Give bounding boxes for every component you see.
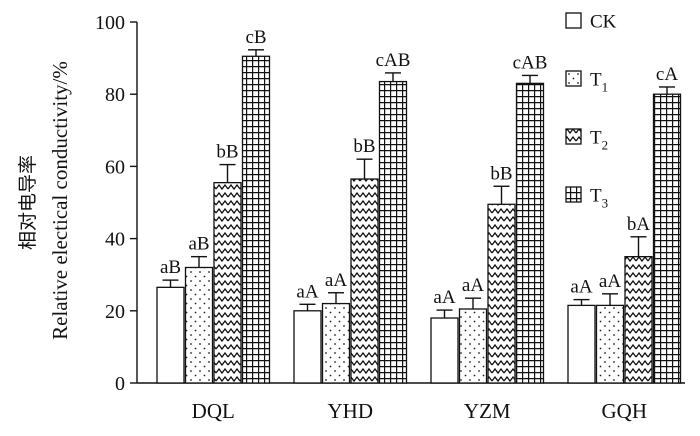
data-label-t2-yhd: bB <box>353 136 375 157</box>
legend-swatch-ck <box>565 12 582 29</box>
bar-t2-gqh <box>624 255 653 384</box>
y-tick-label: 80 <box>105 84 125 106</box>
data-label-t1-yhd: aA <box>325 270 347 291</box>
y-tick-label: 40 <box>105 229 125 251</box>
data-labels: aB aB bB cB aA aA bB cAB aA aA bB cAB aA aA bA cA <box>160 27 678 308</box>
bar-t3-gqh <box>652 93 682 384</box>
legend-label-t2: T2 <box>590 128 608 153</box>
data-label-t2-gqh: bA <box>627 214 651 235</box>
legend-label-ck: CK <box>590 12 617 33</box>
data-label-t3-yzm: cAB <box>513 52 548 73</box>
y-axis-title: Relative electical conductivity/% <box>48 61 72 340</box>
bar-t3-yhd <box>378 80 408 384</box>
bar-t2-dql <box>213 181 242 384</box>
data-label-t1-yzm: aA <box>462 275 484 296</box>
legend-label-t3: T3 <box>590 186 608 211</box>
bar-t2-yzm <box>487 203 516 384</box>
data-label-ck-yzm: aA <box>433 287 455 308</box>
bars <box>156 49 682 384</box>
data-label-t3-dql: cB <box>245 27 266 48</box>
bar-ck-dql <box>156 286 185 384</box>
data-label-t1-dql: aB <box>188 234 209 255</box>
data-label-ck-gqh: aA <box>570 277 592 298</box>
data-label-t3-yhd: cAB <box>376 50 411 71</box>
data-label-t2-dql: bB <box>216 142 238 163</box>
bar-t1-dql <box>184 266 214 384</box>
bar-t1-gqh <box>595 304 625 384</box>
y-tick-label: 60 <box>105 156 125 178</box>
bar-t3-yzm <box>515 82 545 384</box>
bar-ck-yzm <box>430 317 459 384</box>
bar-ck-gqh <box>567 304 596 384</box>
x-tick-label-yzm: YZM <box>464 399 511 423</box>
legend-swatch-t3 <box>565 186 582 203</box>
legend: CK T1 T2 T3 <box>565 12 617 211</box>
bar-t1-yhd <box>321 302 351 384</box>
bar-t1-yzm <box>458 308 488 384</box>
data-label-t1-gqh: aA <box>599 271 621 292</box>
y-tick-label: 100 <box>95 12 125 34</box>
legend-swatch-t1 <box>565 70 582 87</box>
x-tick-label-gqh: GQH <box>602 399 648 423</box>
axes: 0 20 40 60 80 100 DQL YHD YZM GQH <box>95 12 685 423</box>
bar-t3-dql <box>241 55 271 384</box>
data-label-t3-gqh: cA <box>656 64 678 85</box>
legend-label-t1: T1 <box>590 70 608 95</box>
bar-t2-yhd <box>350 178 379 384</box>
axis-titles: 相对电导率 Relative electical conductivity/% <box>17 61 72 340</box>
data-label-ck-yhd: aA <box>296 281 318 302</box>
legend-swatch-t2 <box>565 128 582 145</box>
bar-ck-yhd <box>293 310 322 384</box>
data-label-ck-dql: aB <box>160 257 181 278</box>
x-tick-label-dql: DQL <box>192 399 235 423</box>
data-label-t2-yzm: bB <box>490 163 512 184</box>
y-tick-label: 20 <box>105 301 125 323</box>
x-tick-label-yhd: YHD <box>328 399 374 423</box>
y-tick-label: 0 <box>115 373 125 395</box>
y-axis-title-zh: 相对电导率 <box>17 155 39 250</box>
